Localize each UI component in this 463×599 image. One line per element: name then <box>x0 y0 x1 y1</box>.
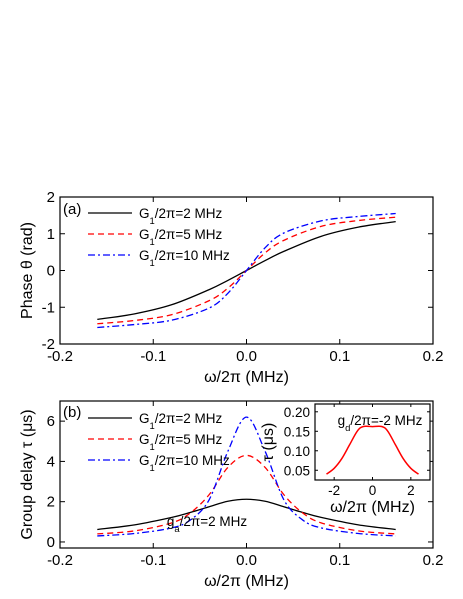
panel-a-legend-label-0: G1/2π=2 MHz <box>139 206 222 227</box>
panel-a-label: (a) <box>63 201 81 218</box>
panel-b-xtick-label-3: 0.1 <box>329 552 350 569</box>
panel-a-ylabel: Phase θ (rad) <box>19 222 36 319</box>
panel-b-ytick-label-3: 6 <box>47 413 55 430</box>
panel-a-ytick-label-4: 2 <box>47 189 55 206</box>
panel-a-xtick-label-2: 0.0 <box>236 348 257 365</box>
inset-xtick-label-1: 0 <box>369 483 377 498</box>
inset-ylabel: τ (μs) <box>260 423 277 462</box>
panel-b-legend-label-0: G1/2π=2 MHz <box>139 411 222 432</box>
panel-a-xtick-label-1: -0.1 <box>140 348 166 365</box>
panel-b-label: (b) <box>63 404 81 421</box>
panel-b-ytick-label-1: 2 <box>47 494 55 511</box>
panel-b-xtick-label-1: -0.1 <box>140 552 166 569</box>
panel-b-series-0 <box>97 498 396 531</box>
panel-a-legend-label-2: G1/2π=10 MHz <box>139 248 230 269</box>
panel-a-ytick-label-0: -2 <box>42 336 55 353</box>
inset-xlabel: ω/2π (MHz) <box>330 499 415 516</box>
panel-a-ytick-label-3: 1 <box>47 226 55 243</box>
panel-a-legend-label-1: G1/2π=5 MHz <box>139 227 222 248</box>
panel-a-ytick-label-2: 0 <box>47 263 55 280</box>
panel-b-ytick-label-2: 4 <box>47 453 55 470</box>
panel-b-legend-label-1: G1/2π=5 MHz <box>139 432 222 453</box>
panel-b-ylabel: Group delay τ (μs) <box>19 409 36 539</box>
inset-xtick-label-0: -2 <box>328 483 340 498</box>
inset-ytick-label-1: 0.10 <box>284 444 310 459</box>
panel-a: -0.2 -0.1 0.0 0.1 0.2 -2 -1 0 1 2 ω/2π (MHz) Phase … <box>19 189 443 386</box>
inset-ytick-label-3: 0.20 <box>284 405 310 420</box>
panel-a-xtick-label-3: 0.1 <box>329 348 350 365</box>
panel-b-annotation: ga/2π=2 MHz <box>167 514 247 535</box>
panel-b-xlabel: ω/2π (MHz) <box>204 573 289 590</box>
panel-b-xtick-label-0: -0.2 <box>47 552 73 569</box>
panel-b-legend-label-2: G1/2π=10 MHz <box>139 453 230 474</box>
inset-ytick-label-2: 0.15 <box>284 424 310 439</box>
panel-a-xlabel: ω/2π (MHz) <box>204 369 289 386</box>
panel-a-ytick-label-1: -1 <box>42 299 55 316</box>
panel-b-series-1 <box>97 454 396 535</box>
panel-b-xtick-label-4: 0.2 <box>423 552 444 569</box>
panel-a-xtick-label-0: -0.2 <box>47 348 73 365</box>
inset-annotation: gd/2π=-2 MHz <box>338 413 423 434</box>
inset: -2 0 2 0.05 0.10 0.15 0.20 ω/2π (MHz) τ (μs) gd/2… <box>260 403 431 516</box>
inset-ytick-label-0: 0.05 <box>284 463 310 478</box>
panel-a-xtick-label-4: 0.2 <box>423 348 444 365</box>
inset-series-0 <box>326 425 419 475</box>
panel-a-series-2 <box>97 212 396 329</box>
inset-xtick-label-2: 2 <box>407 483 415 498</box>
panel-b-xtick-label-2: 0.0 <box>236 552 257 569</box>
panel-b-ytick-label-0: 0 <box>47 534 55 551</box>
panel-b-series-2 <box>97 416 396 537</box>
